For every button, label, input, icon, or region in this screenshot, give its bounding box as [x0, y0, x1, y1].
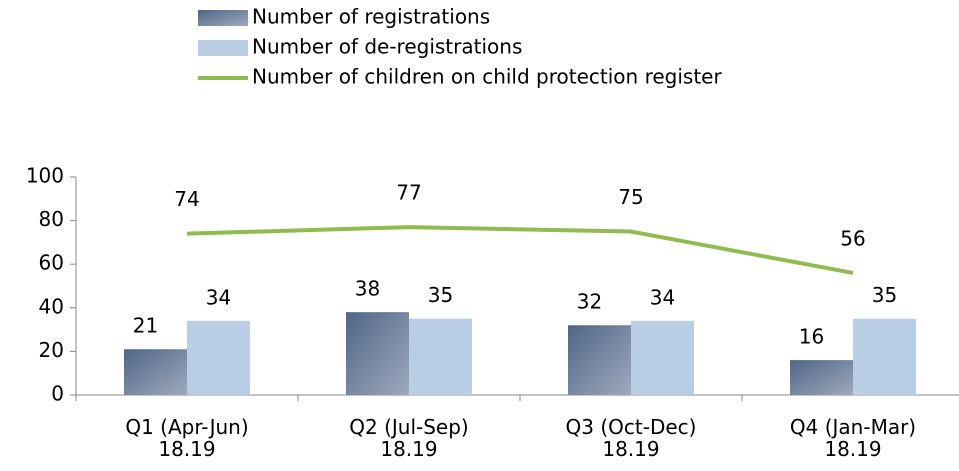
data-label: 75 — [618, 185, 643, 209]
data-label: 34 — [206, 285, 231, 309]
y-tick-label: 40 — [39, 294, 64, 318]
bar — [409, 318, 472, 395]
bar — [631, 320, 694, 395]
data-label: 32 — [577, 290, 602, 314]
legend-swatch — [198, 10, 248, 26]
y-tick-label: 80 — [39, 207, 64, 231]
x-tick-label: Q4 (Jan-Mar) 18.19 — [790, 415, 916, 461]
line — [186, 225, 854, 275]
data-label: 74 — [174, 187, 199, 211]
x-tick-label: Q3 (Oct-Dec) 18.19 — [566, 415, 697, 461]
legend-label: Number of de-registrations — [252, 35, 522, 59]
y-tick-label: 60 — [39, 251, 64, 275]
bar — [568, 325, 631, 395]
bar — [346, 312, 409, 395]
bar — [853, 318, 916, 395]
data-label: 77 — [396, 181, 421, 205]
x-tick-label: Q2 (Jul-Sep) 18.19 — [349, 415, 468, 461]
y-tick-label: 100 — [26, 164, 64, 188]
bar — [187, 320, 250, 395]
data-label: 56 — [840, 226, 865, 250]
legend-swatch — [198, 40, 248, 56]
data-label: 35 — [872, 283, 897, 307]
data-label: 35 — [428, 283, 453, 307]
bar — [790, 360, 853, 395]
data-label: 21 — [133, 314, 158, 338]
y-tick-label: 20 — [39, 338, 64, 362]
data-label: 38 — [355, 277, 380, 301]
data-label: 16 — [799, 325, 824, 349]
legend-label: Number of registrations — [252, 5, 490, 29]
bar — [124, 349, 187, 395]
x-tick-label: Q1 (Apr-Jun) 18.19 — [125, 415, 248, 461]
legend-label: Number of children on child protection r… — [252, 65, 722, 89]
y-tick-label: 0 — [51, 382, 64, 406]
data-label: 34 — [650, 285, 675, 309]
